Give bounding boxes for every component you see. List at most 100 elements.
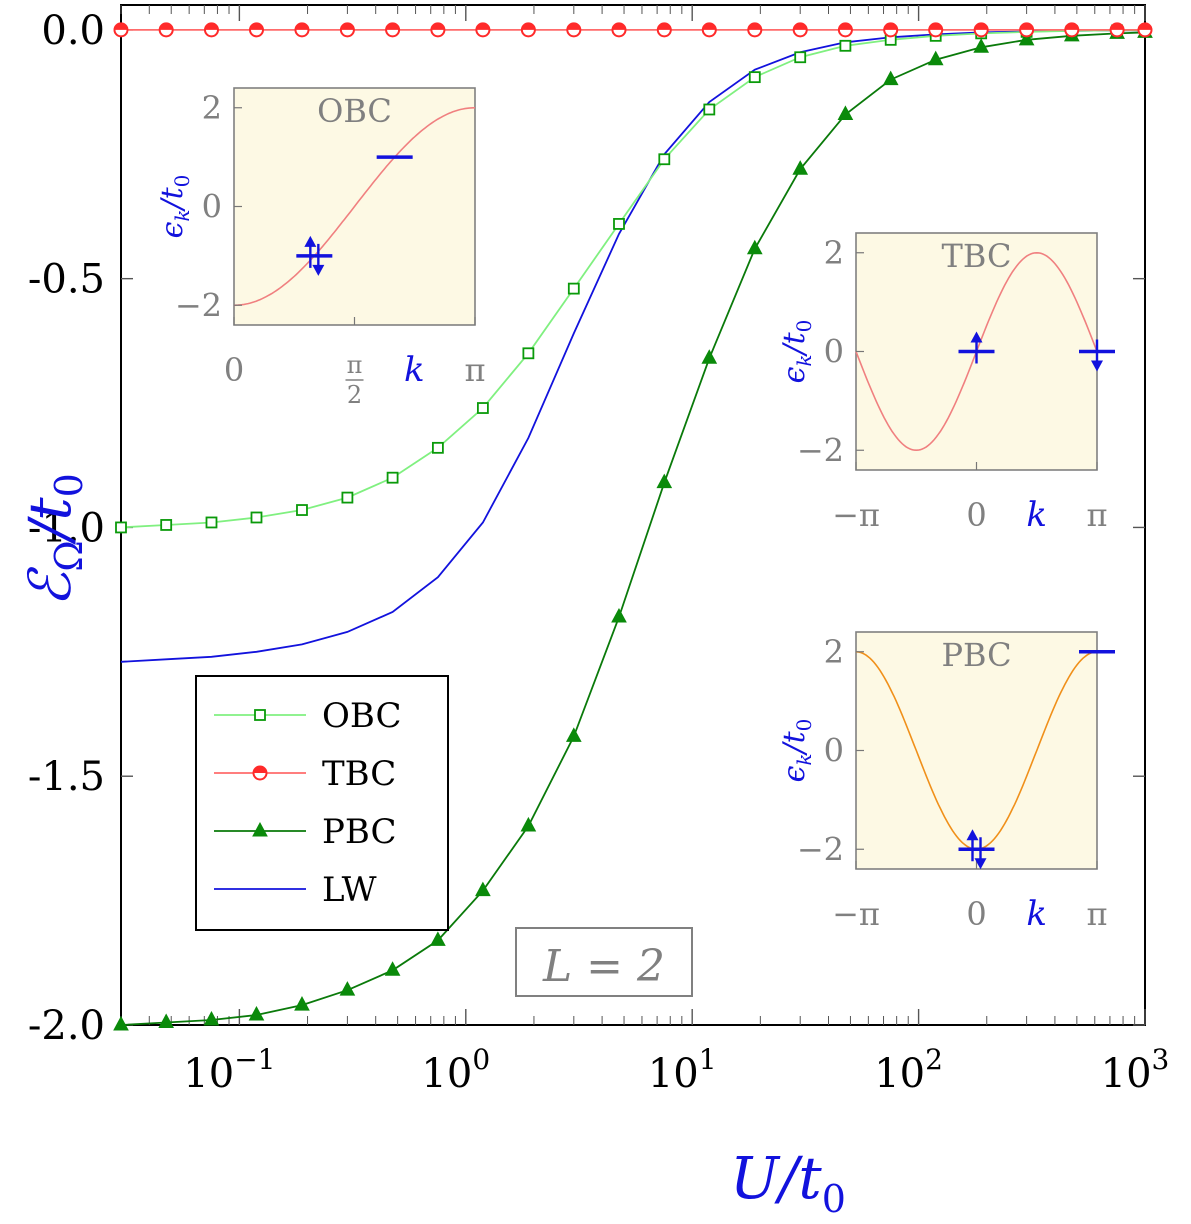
series-lw (120, 29, 1145, 663)
point-pbc (113, 1015, 129, 1031)
point-tbc (701, 22, 717, 38)
inset-y-tick-label: 2 (824, 633, 844, 671)
x-tick-label: 102 (874, 1043, 943, 1097)
legend-entry-obc: OBC (214, 696, 402, 736)
point-obc (250, 511, 263, 524)
point-pbc (611, 607, 627, 623)
legend-label: PBC (322, 812, 397, 852)
point-obc (613, 218, 625, 230)
legend-marker (252, 765, 268, 781)
inset-tbc: −π 0 π −2 0 2 TBC k ϵk/t0 (777, 232, 1115, 535)
spin-up-head (304, 235, 317, 247)
y-axis-label-rest: /t (16, 497, 84, 546)
inset-x-label: k (404, 350, 425, 390)
inset-y-label: ϵk/t0 (777, 320, 816, 384)
legend-marker (254, 709, 266, 721)
legend-marker (252, 821, 268, 837)
point-obc (522, 347, 535, 360)
inset-dispersion-curve (233, 107, 475, 307)
point-tbc (837, 22, 853, 38)
y-axis-label-sub: Ω (47, 540, 91, 572)
point-tbc (928, 22, 944, 38)
point-pbc (475, 881, 491, 897)
point-pbc (701, 349, 718, 364)
point-pbc (927, 50, 944, 66)
point-pbc (746, 239, 763, 255)
point-obc (794, 51, 807, 64)
y-tick-label: -1.5 (28, 754, 105, 800)
y-axis-label-main: ℰ (16, 566, 84, 607)
point-tbc (430, 22, 446, 38)
inset-y-tick-label: −2 (797, 431, 844, 469)
inset-y-tick-label: −2 (797, 830, 844, 868)
point-tbc (158, 22, 174, 38)
inset-x-label: k (1026, 495, 1047, 535)
series-line-pbc (120, 31, 1146, 1026)
inset-y-label: ϵk/t0 (777, 719, 816, 783)
y-tick-label: -0.5 (28, 257, 105, 303)
point-obc (431, 441, 444, 454)
inset-x-tick-label: 0 (966, 496, 986, 534)
point-pbc (882, 70, 899, 86)
inset-x-tick-label: −π (832, 496, 880, 534)
point-tbc (566, 22, 582, 38)
inset-y-tick-label: 0 (202, 188, 222, 226)
point-tbc (883, 22, 899, 38)
point-obc (839, 39, 852, 52)
inset-x-tick-label: π2 (345, 351, 364, 409)
point-tbc (339, 22, 355, 38)
point-pbc (656, 473, 673, 489)
point-pbc (837, 105, 854, 120)
point-tbc (203, 22, 219, 38)
point-pbc (973, 38, 990, 53)
point-pbc (565, 727, 582, 742)
x-tick-label: 10−1 (183, 1043, 275, 1097)
inset-y-tick-label: 2 (824, 234, 844, 272)
point-tbc (656, 22, 672, 38)
point-tbc (792, 22, 808, 38)
point-obc (748, 71, 761, 84)
spin-down-head (974, 858, 987, 870)
legend-entry-lw: LW (214, 870, 377, 910)
inset-x-label: k (1026, 894, 1047, 934)
inset-title: PBC (941, 636, 1011, 674)
point-tbc (611, 22, 627, 38)
x-tick-label: 101 (648, 1043, 717, 1097)
series-tbc (113, 22, 1153, 38)
y-tick-label: -2.0 (28, 1003, 105, 1049)
svg-text:π: π (347, 351, 363, 379)
svg-text:2: 2 (347, 381, 362, 409)
point-tbc (1109, 22, 1125, 38)
annotation-box: L = 2 (515, 927, 693, 997)
point-tbc (248, 22, 264, 38)
point-obc (476, 402, 489, 414)
inset-x-tick-label: 0 (966, 895, 986, 933)
point-obc (160, 519, 173, 531)
legend-entry-tbc: TBC (214, 754, 396, 794)
x-axis-label: U/t0 (730, 1144, 846, 1221)
point-tbc (385, 22, 401, 38)
point-tbc (973, 22, 989, 38)
point-obc (296, 504, 308, 516)
point-tbc (747, 22, 763, 38)
inset-x-tick-label: π (464, 351, 485, 389)
inset-x-tick-label: π (1086, 895, 1107, 933)
y-tick-label: 0.0 (41, 8, 105, 54)
inset-x-tick-label: −π (832, 895, 880, 933)
inset-level (1079, 339, 1115, 372)
inset-level (958, 331, 995, 364)
point-tbc (475, 22, 491, 38)
legend-label: LW (322, 870, 377, 910)
inset-pbc: −π 0 π −2 0 2 PBC k ϵk/t0 (777, 631, 1115, 934)
inset-title: OBC (317, 92, 392, 130)
svg-text:ℰΩ/t0: ℰΩ/t0 (16, 473, 91, 607)
inset-x-tick-label: 0 (224, 351, 244, 389)
inset-y-tick-label: 0 (824, 732, 844, 770)
point-tbc (294, 22, 310, 38)
svg-text:U/t0: U/t0 (730, 1144, 846, 1221)
inset-title: TBC (942, 237, 1012, 275)
legend-box (195, 675, 449, 931)
point-tbc (520, 22, 536, 38)
series-line-lw (120, 29, 1145, 663)
